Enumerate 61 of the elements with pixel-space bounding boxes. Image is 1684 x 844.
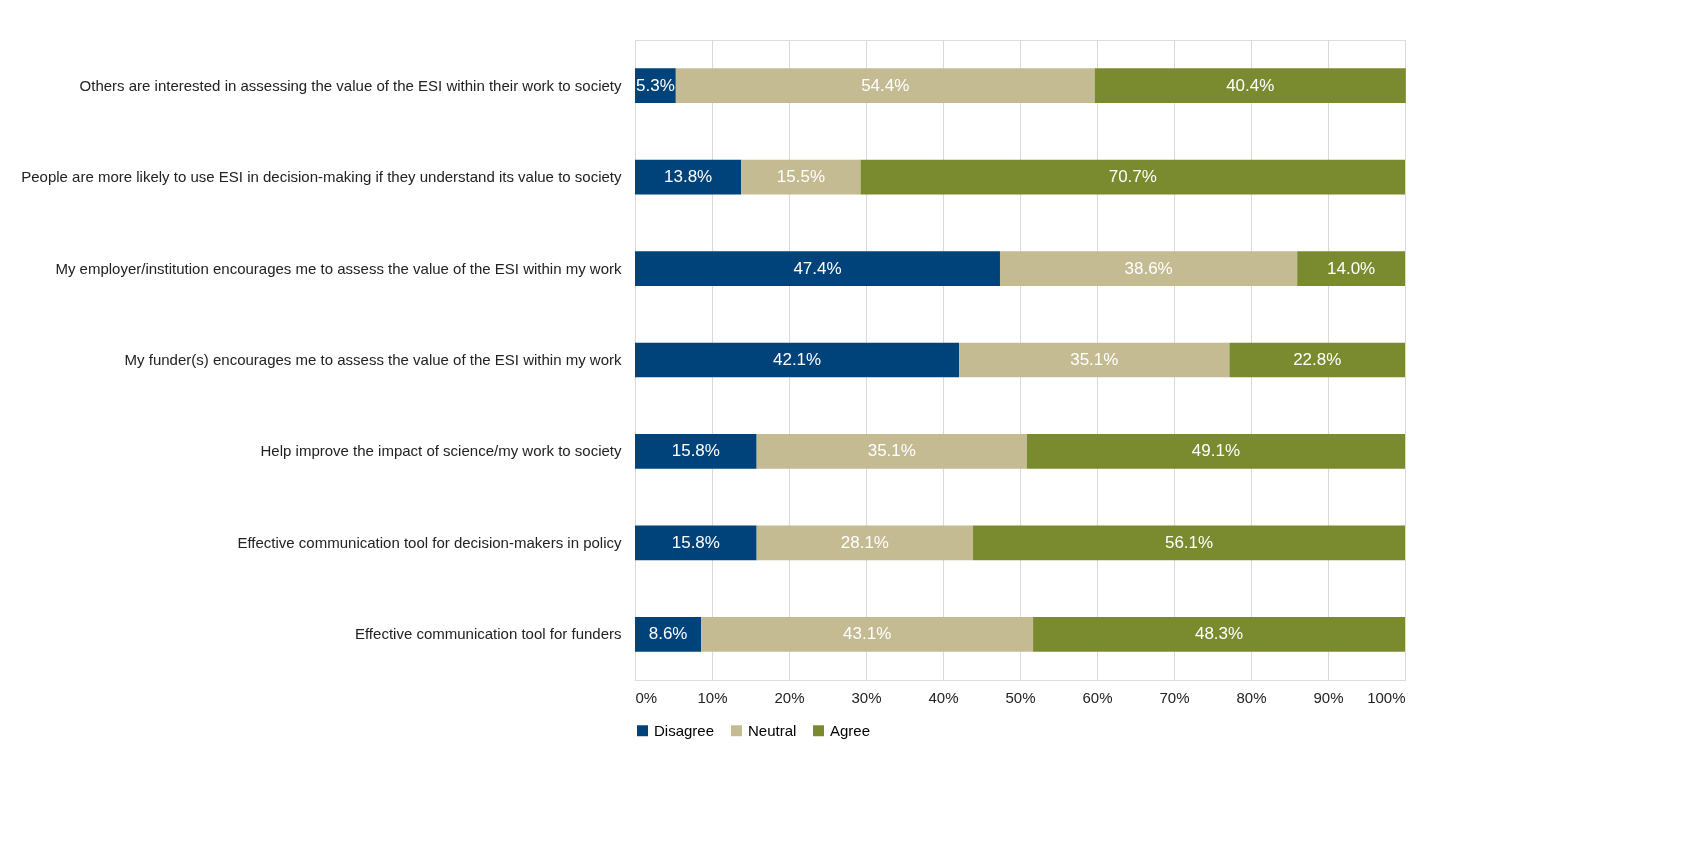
x-tick-label: 20% (774, 688, 805, 706)
x-tick-label: 10% (697, 688, 728, 706)
x-tick-label: 70% (1159, 688, 1190, 706)
bar (741, 159, 861, 195)
y-tick-label: Help improve the impact of science/my work to society (260, 442, 622, 460)
data-label: 49.1% (1191, 441, 1241, 461)
data-label: 54.4% (861, 75, 910, 95)
data-label: 70.7% (1108, 167, 1157, 187)
data-label: 38.6% (1124, 258, 1173, 278)
data-label: 28.1% (840, 532, 889, 552)
data-label: 35.1% (1070, 350, 1119, 369)
data-label: 43.1% (843, 624, 892, 644)
bar (1026, 434, 1405, 469)
bar (635, 525, 757, 561)
data-label: 13.8% (664, 167, 713, 187)
x-tick-label: 30% (851, 688, 882, 706)
bar (959, 342, 1230, 378)
bar (999, 251, 1298, 286)
bar (973, 525, 1405, 561)
data-label: 14.0% (1327, 258, 1376, 278)
data-label: 22.8% (1293, 350, 1342, 369)
data-label: 56.1% (1164, 532, 1214, 552)
y-tick-label: People are more likely to use ESI in decision-making if they understand its value to society (21, 168, 622, 186)
y-tick-label: Others are interested in assessing the value of the ESI within their work to society (79, 76, 622, 94)
legend-label: Disagree (654, 721, 715, 739)
bar (635, 159, 742, 195)
data-label: 48.3% (1194, 624, 1244, 644)
y-tick-label: Effective communication tool for funders (354, 625, 622, 643)
data-label: 8.6% (648, 624, 688, 644)
y-tick-label: My funder(s) encourages me to assess the value of the ESI within my work (124, 351, 622, 368)
bar (756, 525, 974, 561)
x-tick-label: 0% (635, 688, 658, 706)
data-label: 35.1% (867, 441, 916, 461)
x-tick-label: 50% (1005, 688, 1036, 706)
legend-label: Neutral (748, 721, 797, 739)
data-label: 40.4% (1226, 75, 1275, 95)
data-label: 15.8% (671, 532, 720, 552)
legend-label: Agree (830, 721, 871, 739)
data-label: 5.3% (636, 75, 675, 95)
bar (1297, 251, 1405, 286)
bar (1094, 68, 1406, 104)
bar (635, 342, 960, 378)
bar (756, 434, 1027, 469)
x-tick-label: 80% (1236, 688, 1267, 706)
bar (675, 68, 1095, 104)
data-label: 15.8% (671, 441, 720, 461)
bar (701, 616, 1034, 652)
y-tick-label: Effective communication tool for decision-makers in policy (237, 533, 622, 551)
x-tick-label: 60% (1082, 688, 1113, 706)
y-tick-label: My employer/institution encourages me to assess the value of the ESI within my work (55, 259, 622, 277)
bar (635, 434, 757, 469)
x-tick-label: 100% (1367, 688, 1406, 706)
bar (635, 251, 1000, 286)
x-tick-label: 40% (928, 688, 959, 706)
data-label: 15.5% (776, 167, 826, 187)
bar (1033, 616, 1405, 652)
data-label: 47.4% (793, 258, 842, 278)
data-label: 42.1% (772, 350, 822, 369)
bar (1229, 342, 1405, 378)
x-tick-label: 90% (1313, 688, 1344, 706)
bar (860, 159, 1405, 195)
